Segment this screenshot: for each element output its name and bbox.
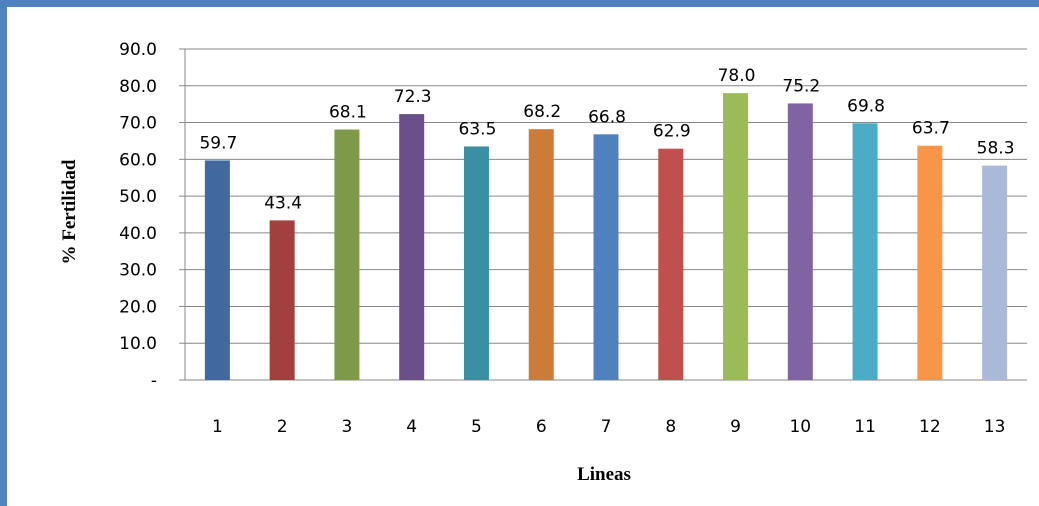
x-tick-label: 2 — [277, 417, 288, 437]
bar — [917, 145, 943, 380]
y-axis-title: % Fertilidad — [59, 159, 80, 264]
data-label: 68.2 — [523, 102, 561, 122]
y-tick-label: 50.0 — [119, 187, 157, 207]
x-tick-label: 9 — [730, 417, 741, 437]
bar — [723, 93, 749, 380]
x-tick-label: 13 — [984, 417, 1006, 437]
y-tick-label: 80.0 — [119, 77, 157, 97]
bar — [399, 114, 425, 380]
x-tick-label: 1 — [212, 417, 223, 437]
x-tick-label: 11 — [854, 417, 876, 437]
y-tick-label: 70.0 — [119, 114, 157, 134]
x-tick-label: 5 — [471, 417, 482, 437]
data-label: 62.9 — [653, 122, 691, 142]
bar — [658, 148, 684, 380]
y-tick-labels: - 10.0 20.0 30.0 40.0 50.0 60.0 70.0 80.0 90.0 — [119, 40, 157, 391]
data-labels: 59.7 43.4 68.1 72.3 63.5 68.2 66.8 62.9 78.0 75.2… — [199, 66, 1014, 213]
x-tick-label: 7 — [601, 417, 612, 437]
bar — [269, 220, 295, 380]
y-tick-label: 10.0 — [119, 334, 157, 354]
data-label: 75.2 — [782, 76, 820, 96]
y-tick-label: 90.0 — [119, 40, 157, 60]
y-tick-label: 20.0 — [119, 297, 157, 317]
y-tick-label: 60.0 — [119, 150, 157, 170]
x-tick-label: 3 — [342, 417, 353, 437]
y-tick-label: 40.0 — [119, 224, 157, 244]
data-label: 43.4 — [264, 193, 302, 213]
bar — [528, 129, 554, 380]
x-tick-label: 12 — [919, 417, 941, 437]
bar — [334, 129, 360, 380]
data-label: 68.1 — [329, 103, 367, 123]
bar — [982, 165, 1008, 380]
bar — [787, 103, 813, 380]
bar-chart: 59.7 43.4 68.1 72.3 63.5 68.2 66.8 62.9 78.0 75.2… — [59, 40, 1027, 485]
bar — [463, 146, 489, 380]
x-tick-label: 8 — [665, 417, 676, 437]
x-tick-labels: 1 2 3 4 5 6 7 8 9 10 11 12 13 — [212, 417, 1005, 437]
data-label: 69.8 — [847, 96, 885, 116]
data-label: 63.7 — [912, 119, 950, 139]
data-label: 59.7 — [199, 133, 237, 153]
bar — [852, 123, 878, 381]
y-tick-label: - — [151, 371, 157, 391]
x-tick-label: 10 — [789, 417, 811, 437]
data-label: 63.5 — [459, 119, 497, 139]
x-tick-label: 4 — [406, 417, 417, 437]
x-tick-label: 6 — [536, 417, 547, 437]
data-label: 66.8 — [588, 107, 626, 127]
bar — [204, 160, 230, 380]
bar — [593, 134, 619, 380]
data-label: 58.3 — [977, 139, 1015, 159]
data-label: 72.3 — [394, 87, 432, 107]
y-tick-label: 30.0 — [119, 261, 157, 281]
data-label: 78.0 — [718, 66, 756, 86]
x-axis-title: Lineas — [577, 464, 631, 485]
bars — [204, 93, 1008, 381]
